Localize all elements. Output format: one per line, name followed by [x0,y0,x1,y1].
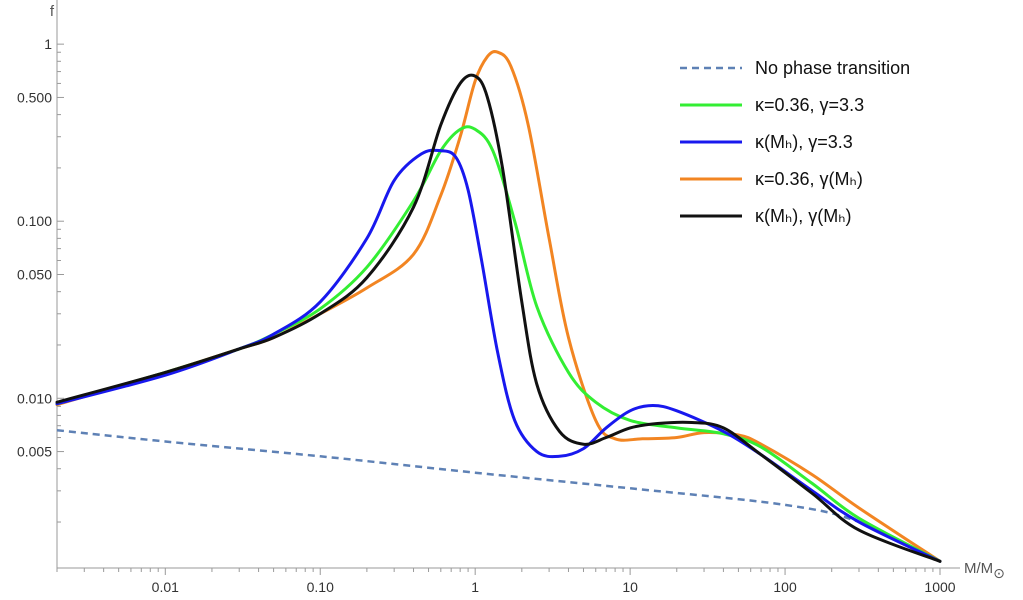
y-tick-label: 0.500 [17,89,52,105]
series-line-4 [55,73,942,563]
series-line-3 [55,50,942,563]
y-tick-label: 0.050 [17,267,52,283]
x-axis-label: M/M⊙ [964,560,1005,581]
series-layer [55,50,942,563]
x-tick-label: 0.01 [152,579,179,595]
x-tick-label: 0.10 [307,579,334,595]
series-line-2 [55,148,942,563]
series-line-1 [55,125,942,563]
legend-label: κ(Mₕ), γ(Mₕ) [755,206,852,226]
axes: M/M⊙ f [50,0,1005,581]
legend-label: κ=0.36, γ=3.3 [755,95,864,115]
legend-label: No phase transition [755,58,910,78]
legend-label: κ(Mₕ), γ=3.3 [755,132,853,152]
legend-label: κ=0.36, γ(Mₕ) [755,169,863,189]
legend: No phase transition κ=0.36, γ=3.3 κ(Mₕ), γ… [680,58,910,226]
y-tick-label: 0.005 [17,444,52,460]
x-tick-label: 10 [622,579,638,595]
y-tick-label: 0.010 [17,390,52,406]
y-axis-label: f [50,3,55,20]
x-tick-label: 100 [773,579,797,595]
x-tick-label: 1 [471,579,479,595]
y-tick-label: 0.100 [17,213,52,229]
tick-layer: 0.01 0.10 1 10 100 1000 0.005 0.010 0.050 0.100 0.… [17,36,956,595]
series-line-0 [56,428,941,563]
y-tick-label: 1 [44,36,52,52]
x-tick-label: 1000 [924,579,955,595]
